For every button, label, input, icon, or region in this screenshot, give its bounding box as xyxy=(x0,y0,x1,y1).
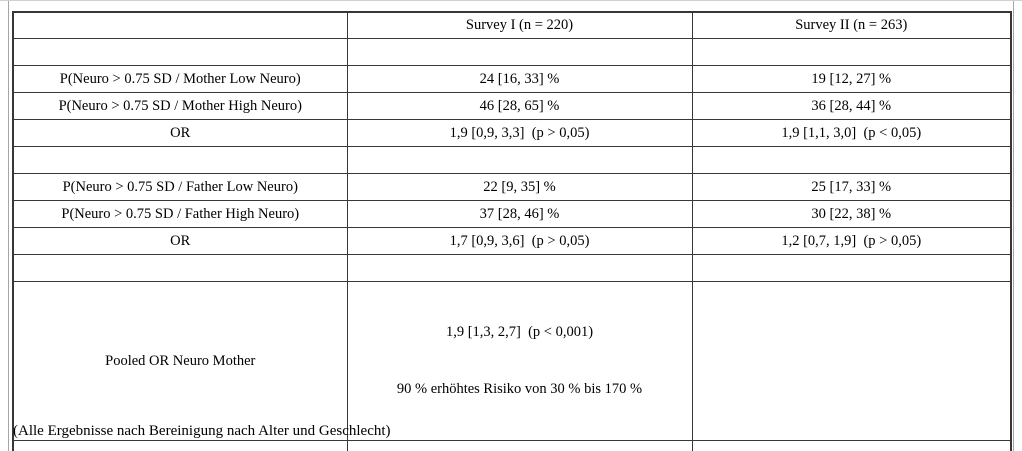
survey1-value: 46 [28, 65] % xyxy=(346,92,693,120)
spacer-row xyxy=(12,38,1012,66)
survey2-value xyxy=(691,281,1012,441)
header-empty-cell xyxy=(12,11,348,39)
row-label: P(Neuro > 0.75 SD / Father High Neuro) xyxy=(12,200,348,228)
spacer-cell xyxy=(12,254,348,282)
spacer-cell xyxy=(691,254,1012,282)
header-survey1-cell: Survey I (n = 220) xyxy=(346,11,693,39)
row-father-high: P(Neuro > 0.75 SD / Father High Neuro) 3… xyxy=(12,200,1012,228)
row-label: OR xyxy=(12,227,348,255)
spacer-cell xyxy=(12,146,348,174)
survey2-value: 1,9 [1,1, 3,0] (p < 0,05) xyxy=(691,119,1012,147)
survey1-value: 1,9 [0,9, 3,3] (p > 0,05) xyxy=(346,119,693,147)
survey2-value: 30 [22, 38] % xyxy=(691,200,1012,228)
outer-frame-left-line xyxy=(8,1,9,451)
survey1-value: 1,7 [0,9, 3,6] (p > 0,05) xyxy=(346,227,693,255)
survey1-value: 1,9 [1,3, 2,7] (p < 0,001) 90 % erhöhtes… xyxy=(346,281,693,441)
row-father-low: P(Neuro > 0.75 SD / Father Low Neuro) 22… xyxy=(12,173,1012,201)
row-label: P(Neuro > 0.75 SD / Mother Low Neuro) xyxy=(12,65,348,93)
spacer-cell xyxy=(691,146,1012,174)
row-pooled-father: Pooled OR Neuro Father 1,4 [1,1, 1,8] (p… xyxy=(12,440,1012,451)
spacer-row xyxy=(12,146,1012,174)
row-label: P(Neuro > 0.75 SD / Mother High Neuro) xyxy=(12,92,348,120)
outer-frame-right-line xyxy=(1013,1,1014,451)
footnote-adjustment: (Alle Ergebnisse nach Bereinigung nach A… xyxy=(13,423,391,439)
header-survey2-cell: Survey II (n = 263) xyxy=(691,11,1012,39)
row-label: OR xyxy=(12,119,348,147)
row-or-father: OR 1,7 [0,9, 3,6] (p > 0,05) 1,2 [0,7, 1… xyxy=(12,227,1012,255)
results-table: Survey I (n = 220) Survey II (n = 263) P… xyxy=(12,11,1012,451)
survey2-value xyxy=(691,440,1012,451)
survey2-value: 1,2 [0,7, 1,9] (p > 0,05) xyxy=(691,227,1012,255)
survey2-value: 25 [17, 33] % xyxy=(691,173,1012,201)
spacer-cell xyxy=(691,38,1012,66)
survey1-value: 37 [28, 46] % xyxy=(346,200,693,228)
pooled-risk-line: 90 % erhöhtes Risiko von 30 % bis 170 % xyxy=(396,381,643,397)
survey2-value: 19 [12, 27] % xyxy=(691,65,1012,93)
row-mother-low: P(Neuro > 0.75 SD / Mother Low Neuro) 24… xyxy=(12,65,1012,93)
row-mother-high: P(Neuro > 0.75 SD / Mother High Neuro) 4… xyxy=(12,92,1012,120)
spacer-cell xyxy=(346,254,693,282)
spacer-cell xyxy=(346,38,693,66)
row-or-mother: OR 1,9 [0,9, 3,3] (p > 0,05) 1,9 [1,1, 3… xyxy=(12,119,1012,147)
row-pooled-mother: Pooled OR Neuro Mother 1,9 [1,3, 2,7] (p… xyxy=(12,281,1012,441)
spacer-cell xyxy=(346,146,693,174)
survey1-value: 24 [16, 33] % xyxy=(346,65,693,93)
spacer-row xyxy=(12,254,1012,282)
footnotes: (Alle Ergebnisse nach Bereinigung nach A… xyxy=(13,380,606,451)
row-label: P(Neuro > 0.75 SD / Father Low Neuro) xyxy=(12,173,348,201)
header-row: Survey I (n = 220) Survey II (n = 263) xyxy=(12,11,1012,39)
pooled-or-line: 1,9 [1,3, 2,7] (p < 0,001) xyxy=(445,324,594,340)
row-label: Pooled OR Neuro Mother xyxy=(12,281,348,441)
spacer-cell xyxy=(12,38,348,66)
survey1-value: 22 [9, 35] % xyxy=(346,173,693,201)
survey2-value: 36 [28, 44] % xyxy=(691,92,1012,120)
